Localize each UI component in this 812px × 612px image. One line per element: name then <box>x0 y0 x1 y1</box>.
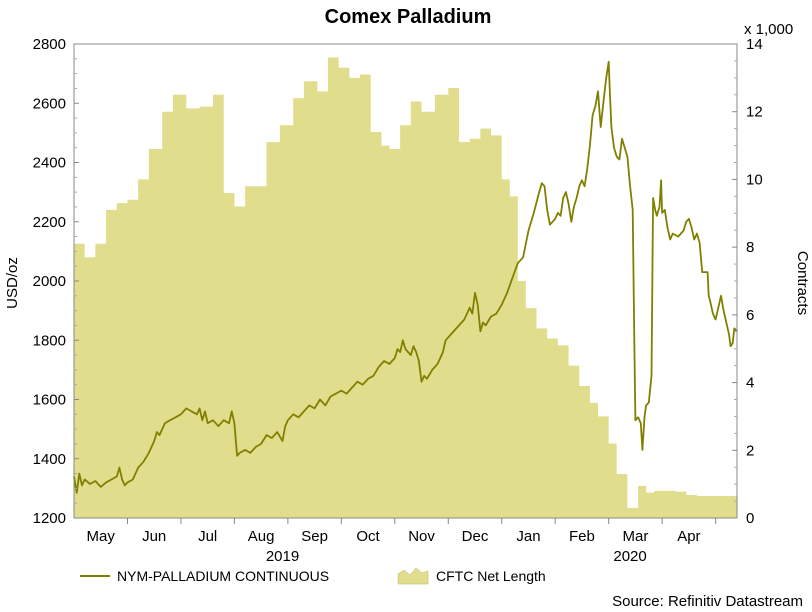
left-tick-label: 2400 <box>33 155 66 172</box>
x-year-label: 2019 <box>266 548 299 565</box>
left-tick-label: 1200 <box>33 510 66 527</box>
right-tick-label: 12 <box>746 104 763 121</box>
palladium-line-path <box>73 60 738 494</box>
left-axis-title: USD/oz <box>4 257 21 309</box>
legend-label-cftc: CFTC Net Length <box>436 568 546 584</box>
right-axis-title: Contracts <box>794 251 811 315</box>
palladium-price-line <box>73 60 738 494</box>
right-axis: 0 2 4 6 8 10 12 14 <box>732 36 763 527</box>
x-year-label: 2020 <box>613 548 646 565</box>
x-month-label: Mar <box>622 528 648 545</box>
x-month-label: Dec <box>462 528 489 545</box>
x-month-label: Sep <box>301 528 328 545</box>
cftc-area-path <box>74 57 737 519</box>
x-month-label: Aug <box>248 528 275 545</box>
left-tick-label: 2600 <box>33 95 66 112</box>
left-tick-label: 1400 <box>33 451 66 468</box>
source-note: Source: Refinitiv Datastream <box>612 593 803 610</box>
right-axis-multiplier: x 1,000 <box>744 21 793 38</box>
chart-title: Comex Palladium <box>325 6 492 28</box>
right-tick-label: 6 <box>746 307 754 324</box>
x-month-label: May <box>87 528 116 545</box>
right-tick-label: 2 <box>746 442 754 459</box>
right-tick-label: 8 <box>746 239 754 256</box>
left-tick-label: 2200 <box>33 214 66 231</box>
right-tick-label: 14 <box>746 36 763 53</box>
cftc-net-length-area <box>74 57 737 519</box>
left-tick-label: 1800 <box>33 332 66 349</box>
x-month-label: Jun <box>142 528 166 545</box>
right-tick-label: 4 <box>746 375 754 392</box>
legend: NYM-PALLADIUM CONTINUOUS CFTC Net Length <box>80 567 546 585</box>
right-tick-label: 0 <box>746 510 754 527</box>
x-month-label: Jan <box>516 528 540 545</box>
left-tick-label: 2000 <box>33 273 66 290</box>
x-month-label: Oct <box>356 528 380 545</box>
left-tick-label: 1600 <box>33 392 66 409</box>
x-month-label: Nov <box>408 528 435 545</box>
legend-label-palladium: NYM-PALLADIUM CONTINUOUS <box>117 568 329 584</box>
left-tick-label: 2800 <box>33 36 66 53</box>
left-axis: 1200 1400 1600 1800 2000 2200 2400 2600 2800 <box>33 36 79 527</box>
legend-area-swatch <box>397 567 429 585</box>
right-tick-label: 10 <box>746 171 763 188</box>
x-month-label: Jul <box>198 528 217 545</box>
x-month-label: Feb <box>569 528 595 545</box>
x-month-label: Apr <box>677 528 700 545</box>
x-axis: May Jun Jul Aug Sep Oct Nov Dec Jan Feb Mar Apr 2019… <box>87 518 717 565</box>
